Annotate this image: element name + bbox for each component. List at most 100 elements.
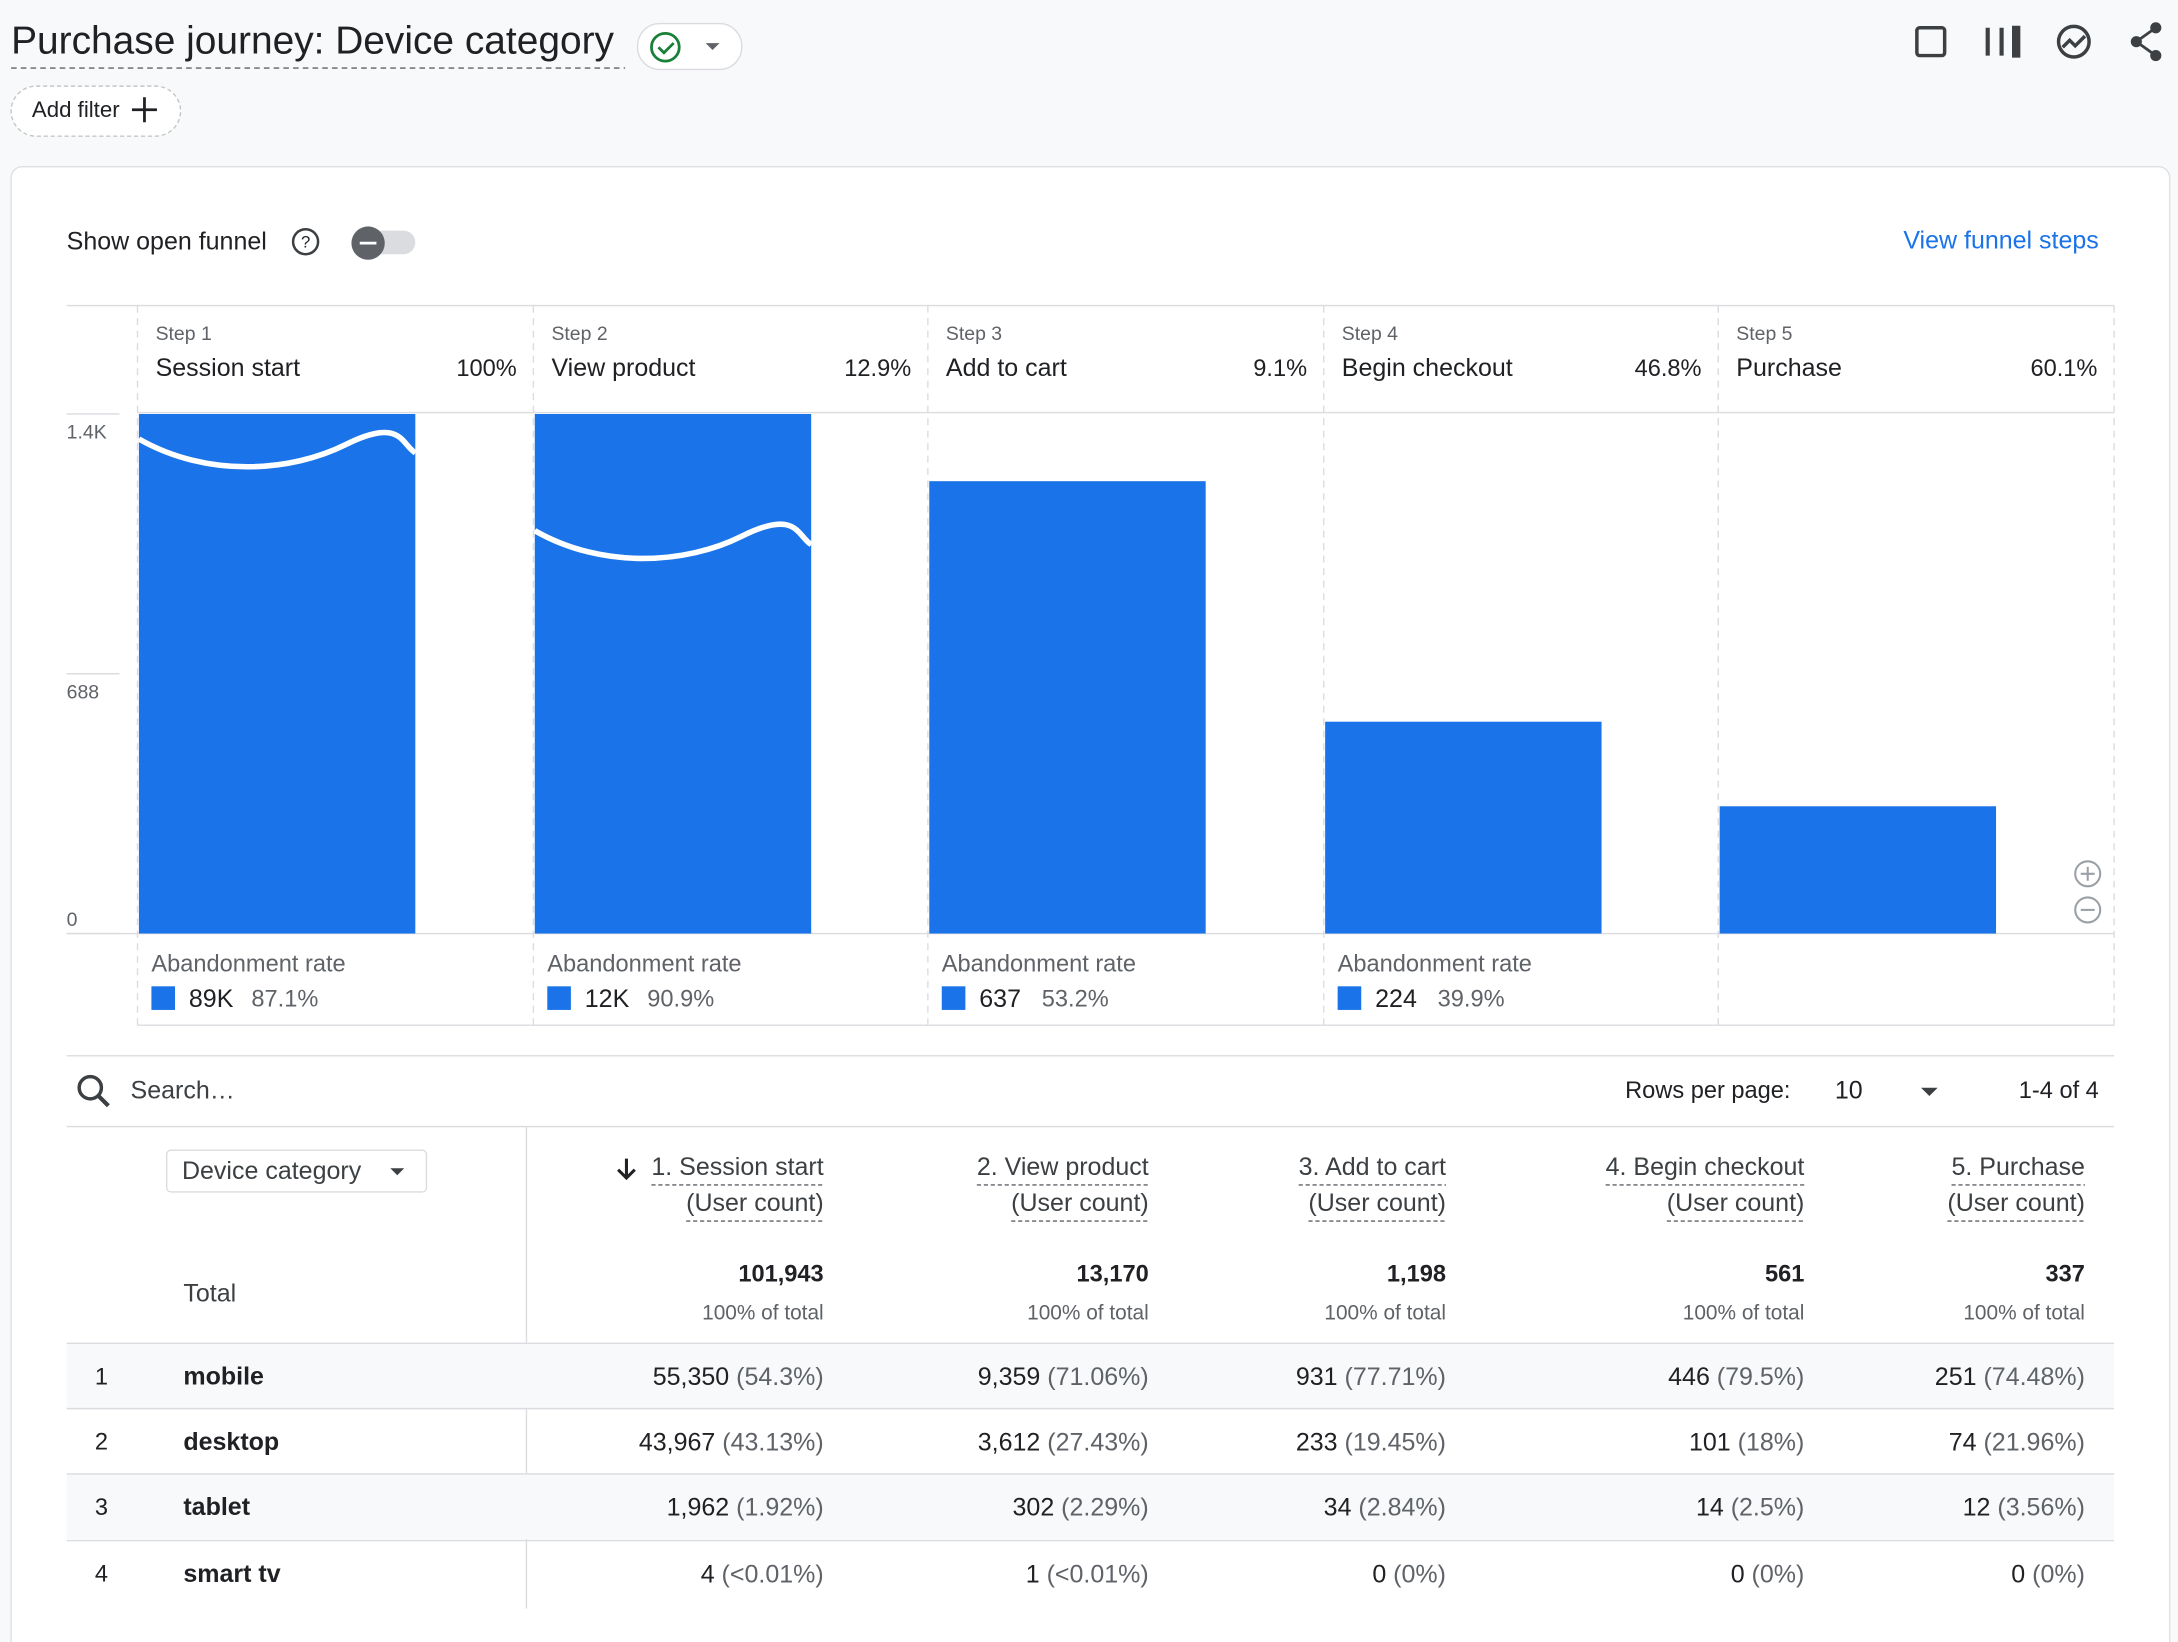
step-name: View product — [551, 354, 695, 382]
cell-pct: (71.06%) — [1047, 1363, 1148, 1391]
abandonment-count: 89K — [189, 985, 234, 1013]
abandonment-rate: 53.2% — [1042, 986, 1109, 1012]
cell: 55,350 (54.3%) — [653, 1363, 824, 1391]
cell: 0 (0%) — [1731, 1560, 1805, 1588]
cell-value: 55,350 — [653, 1363, 729, 1391]
dimension-select[interactable] — [165, 1149, 428, 1193]
bar — [138, 413, 416, 934]
cell-value: 3,612 — [978, 1428, 1041, 1456]
step-rate: 46.8% — [1635, 356, 1702, 382]
check-mark — [657, 42, 675, 55]
cell: 1 (<0.01%) — [1026, 1560, 1149, 1588]
insights-icon[interactable] — [2056, 24, 2091, 59]
abandonment-rate: 39.9% — [1438, 986, 1505, 1012]
bar — [1325, 721, 1602, 934]
row-index: 2 — [95, 1430, 108, 1456]
status-button[interactable] — [636, 22, 743, 71]
abandonment-swatch — [547, 986, 571, 1010]
cell: 14 (2.5%) — [1696, 1493, 1804, 1521]
column-total-pct: 100% of total — [702, 1302, 824, 1325]
column-title[interactable]: 1. Session start — [651, 1153, 823, 1181]
row-name: tablet — [183, 1493, 250, 1521]
plus-icon — [131, 97, 157, 123]
column-total: 337 — [2046, 1261, 2085, 1287]
column-title[interactable]: 4. Begin checkout — [1606, 1153, 1805, 1181]
zoom-in[interactable] — [2074, 860, 2102, 888]
share-icon[interactable] — [2130, 22, 2162, 62]
view-funnel-steps[interactable]: View funnel steps — [1903, 226, 2098, 254]
cell-value: 446 — [1668, 1363, 1710, 1391]
dimension-label[interactable]: Device category — [182, 1157, 362, 1185]
column-total: 13,170 — [1077, 1261, 1149, 1287]
y-tick-label: 1.4K — [67, 422, 107, 444]
sort-arrow[interactable] — [617, 1158, 636, 1181]
dimension-arrow — [390, 1168, 405, 1176]
column-total-pct: 100% of total — [1963, 1302, 2085, 1325]
step-rate: 9.1% — [1253, 356, 1307, 382]
cell-pct: (19.45%) — [1345, 1428, 1446, 1456]
cell: 101 (18%) — [1689, 1428, 1804, 1456]
column-title[interactable]: 3. Add to cart — [1299, 1153, 1446, 1181]
column-subtitle: (User count) — [1947, 1189, 2085, 1217]
cell-pct: (79.5%) — [1717, 1363, 1805, 1391]
abandonment-rate: 87.1% — [251, 986, 318, 1012]
abandonment-count: 12K — [585, 985, 630, 1013]
abandonment-swatch — [1337, 986, 1362, 1010]
step-rate: 100% — [456, 356, 516, 382]
cell: 251 (74.48%) — [1935, 1363, 2085, 1391]
cell-pct: (18%) — [1738, 1428, 1805, 1456]
cell: 302 (2.29%) — [1013, 1493, 1149, 1521]
cell-value: 1,962 — [667, 1493, 730, 1521]
column-title[interactable]: 2. View product — [977, 1153, 1149, 1181]
abandonment-label: Abandonment rate — [547, 952, 741, 978]
cell-value: 4 — [701, 1560, 715, 1588]
insights-line — [2061, 34, 2087, 49]
cell: 0 (0%) — [1372, 1560, 1446, 1588]
cell: 12 (3.56%) — [1963, 1493, 2085, 1521]
cell-pct: (3.56%) — [1997, 1493, 2085, 1521]
column-title[interactable]: 5. Purchase — [1952, 1153, 2085, 1181]
add-filter[interactable]: Add filter — [32, 97, 120, 122]
rows-dropdown-arrow[interactable] — [1921, 1087, 1938, 1097]
cell-pct: (<0.01%) — [722, 1560, 824, 1588]
cell: 446 (79.5%) — [1668, 1363, 1804, 1391]
y-tick-label: 0 — [67, 909, 78, 931]
column-subtitle: (User count) — [1011, 1189, 1149, 1217]
cell-value: 74 — [1949, 1428, 1977, 1456]
help-icon[interactable] — [291, 227, 320, 256]
cell-value: 9,359 — [978, 1363, 1041, 1391]
cell-value: 34 — [1324, 1493, 1352, 1521]
row-shade — [66, 1473, 2115, 1540]
column-subtitle: (User count) — [1667, 1189, 1805, 1217]
column-total-pct: 100% of total — [1027, 1302, 1149, 1325]
cell-value: 101 — [1689, 1428, 1731, 1456]
abandonment-label: Abandonment rate — [151, 952, 345, 978]
compare-icon[interactable] — [1985, 25, 2021, 58]
axis-break — [533, 521, 813, 562]
cell-pct: (<0.01%) — [1047, 1560, 1149, 1588]
row-index: 3 — [95, 1495, 108, 1521]
step-rate: 12.9% — [844, 356, 911, 382]
step-label: Step 3 — [946, 323, 1002, 345]
cell-value: 0 — [2011, 1560, 2025, 1588]
cell-value: 233 — [1296, 1428, 1338, 1456]
cell: 0 (0%) — [2011, 1560, 2085, 1588]
add-filter-button[interactable] — [10, 85, 182, 137]
row-name: smart tv — [183, 1560, 280, 1588]
zoom-out[interactable] — [2074, 896, 2102, 924]
cell-pct: (74.48%) — [1983, 1363, 2084, 1391]
note-icon[interactable] — [1915, 26, 1947, 58]
column-total-pct: 100% of total — [1324, 1302, 1446, 1325]
rows-per-page[interactable]: 10 — [1835, 1076, 1863, 1104]
check-icon — [650, 31, 681, 63]
cell: 9,359 (71.06%) — [978, 1363, 1149, 1391]
step-rate: 60.1% — [2030, 356, 2097, 382]
bar — [929, 481, 1206, 934]
cell-pct: (2.29%) — [1061, 1493, 1149, 1521]
search-input[interactable]: Search… — [131, 1076, 235, 1104]
cell-value: 0 — [1372, 1560, 1386, 1588]
title[interactable]: Purchase journey: Device category — [11, 19, 614, 62]
cell-pct: (2.84%) — [1358, 1493, 1446, 1521]
column-subtitle: (User count) — [686, 1189, 824, 1217]
